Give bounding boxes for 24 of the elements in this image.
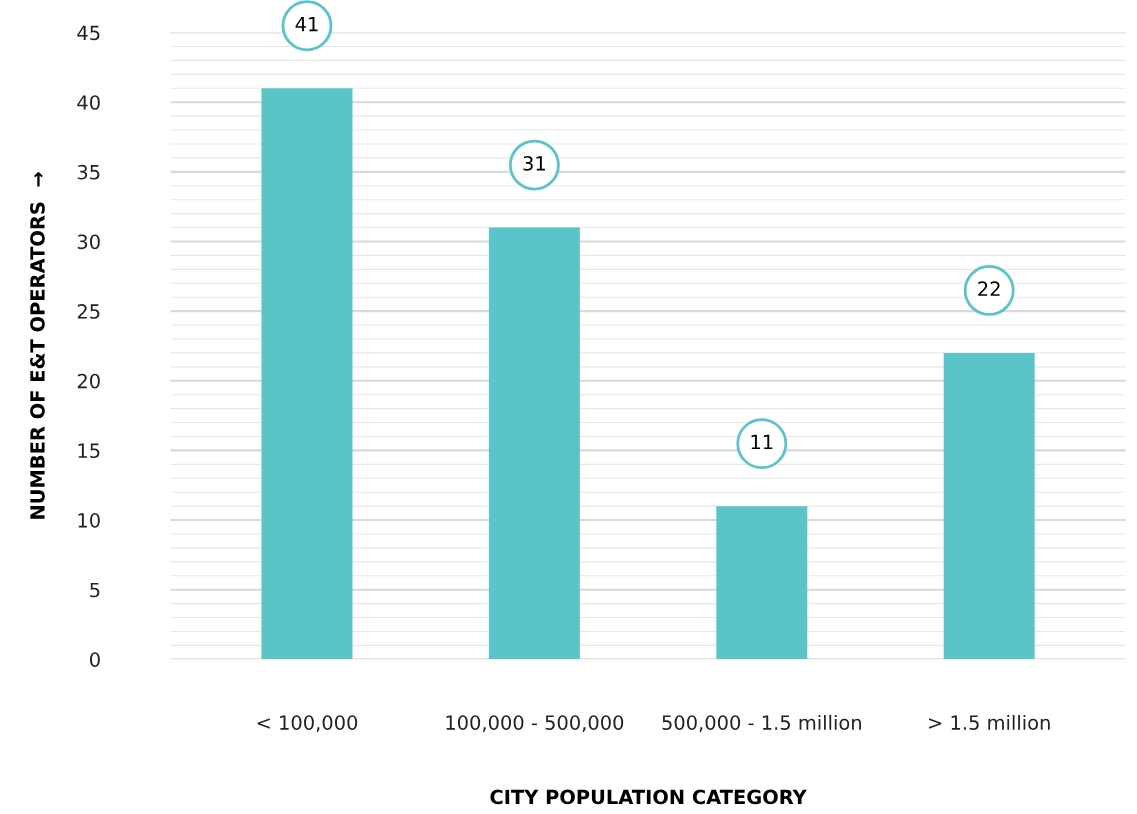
bar xyxy=(943,352,1035,660)
y-tick-label: 25 xyxy=(77,304,100,319)
data-label: 41 xyxy=(295,16,318,32)
y-tick-label: 40 xyxy=(77,95,100,110)
y-tick-label: 20 xyxy=(77,373,100,389)
x-tick-label: > 1.5 million xyxy=(929,714,1050,730)
bar xyxy=(716,506,808,660)
y-tick-label: 0 xyxy=(90,652,100,667)
data-label: 11 xyxy=(751,434,773,449)
x-axis-title: CITY POPULATION CATEGORY xyxy=(490,789,807,805)
data-label: 31 xyxy=(523,155,545,171)
x-tick-label: < 100,000 xyxy=(257,715,358,732)
data-label: 22 xyxy=(978,281,1000,296)
y-tick-label: 30 xyxy=(77,234,100,250)
bar xyxy=(488,227,580,660)
y-tick-label: 35 xyxy=(77,164,100,180)
y-tick-label: 5 xyxy=(90,582,100,598)
y-tick-label: 45 xyxy=(77,25,100,41)
y-tick-label: 15 xyxy=(78,443,100,459)
y-tick-label: 10 xyxy=(78,513,100,528)
x-tick-label: 500,000 - 1.5 million xyxy=(662,714,861,732)
x-tick-label: 100,000 - 500,000 xyxy=(446,715,624,732)
y-axis-title: NUMBER OF E&T OPERATORS → xyxy=(30,172,45,519)
bar xyxy=(261,88,353,660)
